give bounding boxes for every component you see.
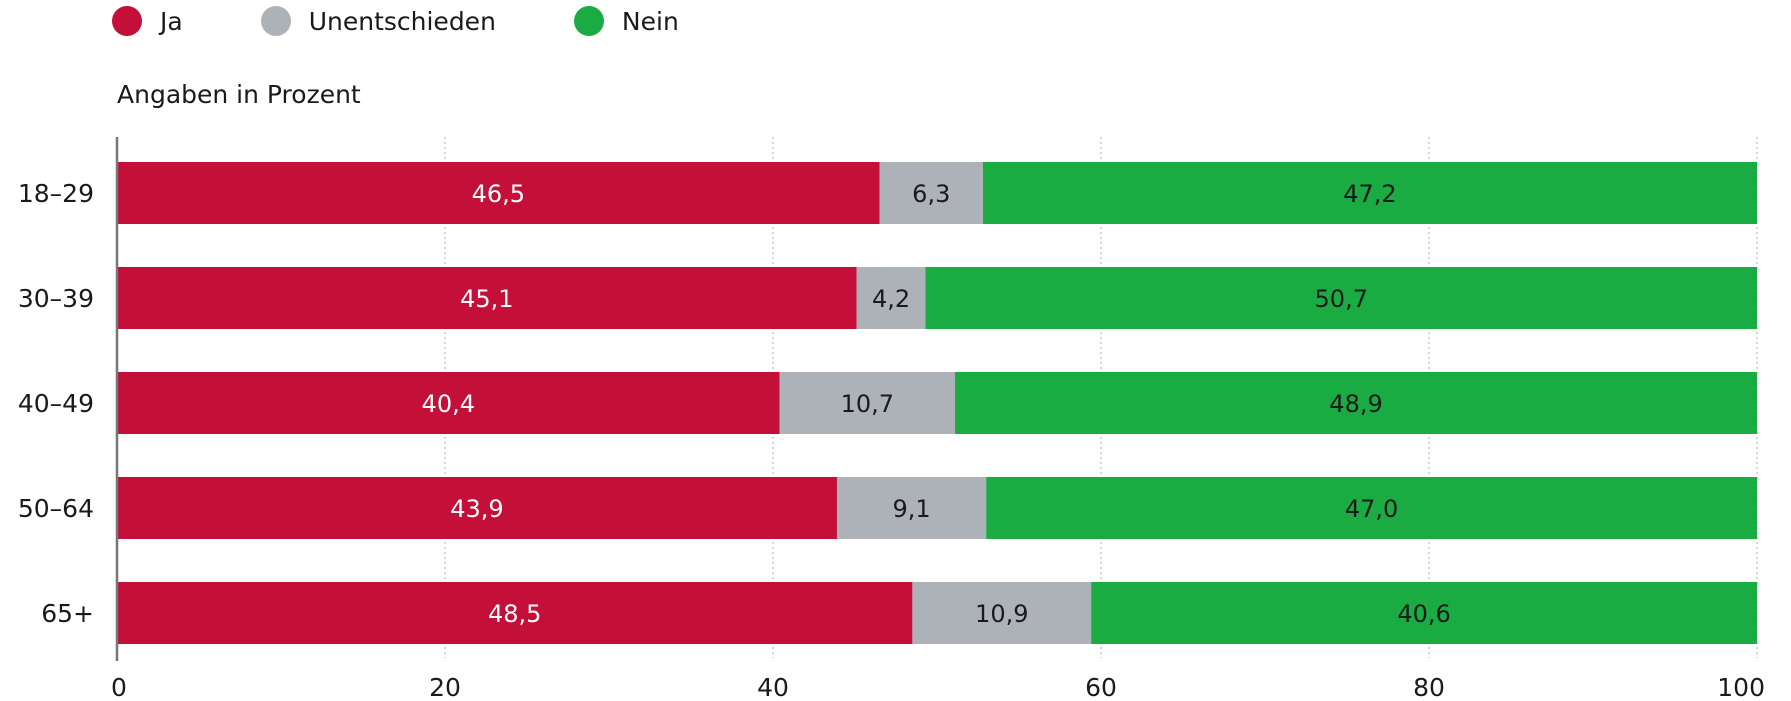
- bar-label-unentschieden-4: 10,9: [975, 600, 1028, 628]
- x-tick-label-100: 100: [1717, 673, 1765, 701]
- bar-label-unentschieden-2: 10,7: [841, 390, 894, 418]
- x-tick-label-40: 40: [757, 673, 789, 701]
- bar-label-ja-0: 46,5: [472, 180, 525, 208]
- bar-label-nein-1: 50,7: [1315, 285, 1368, 313]
- x-tick-label-80: 80: [1413, 673, 1445, 701]
- bar-label-ja-3: 43,9: [450, 495, 503, 523]
- x-tick-label-60: 60: [1085, 673, 1117, 701]
- category-label-2: 40–49: [18, 389, 94, 418]
- bar-label-unentschieden-1: 4,2: [872, 285, 910, 313]
- bar-label-unentschieden-3: 9,1: [892, 495, 930, 523]
- bar-label-nein-4: 40,6: [1397, 600, 1450, 628]
- bar-label-nein-0: 47,2: [1343, 180, 1396, 208]
- bar-label-ja-4: 48,5: [488, 600, 541, 628]
- bar-label-unentschieden-0: 6,3: [912, 180, 950, 208]
- bar-label-ja-1: 45,1: [460, 285, 513, 313]
- bar-label-nein-2: 48,9: [1329, 390, 1382, 418]
- category-label-0: 18–29: [18, 179, 94, 208]
- bar-label-ja-2: 40,4: [422, 390, 475, 418]
- x-tick-label-20: 20: [429, 673, 461, 701]
- category-label-1: 30–39: [18, 284, 94, 313]
- bar-label-nein-3: 47,0: [1345, 495, 1398, 523]
- x-tick-label-0: 0: [111, 673, 127, 701]
- category-label-3: 50–64: [18, 494, 94, 523]
- category-label-4: 65+: [41, 599, 94, 628]
